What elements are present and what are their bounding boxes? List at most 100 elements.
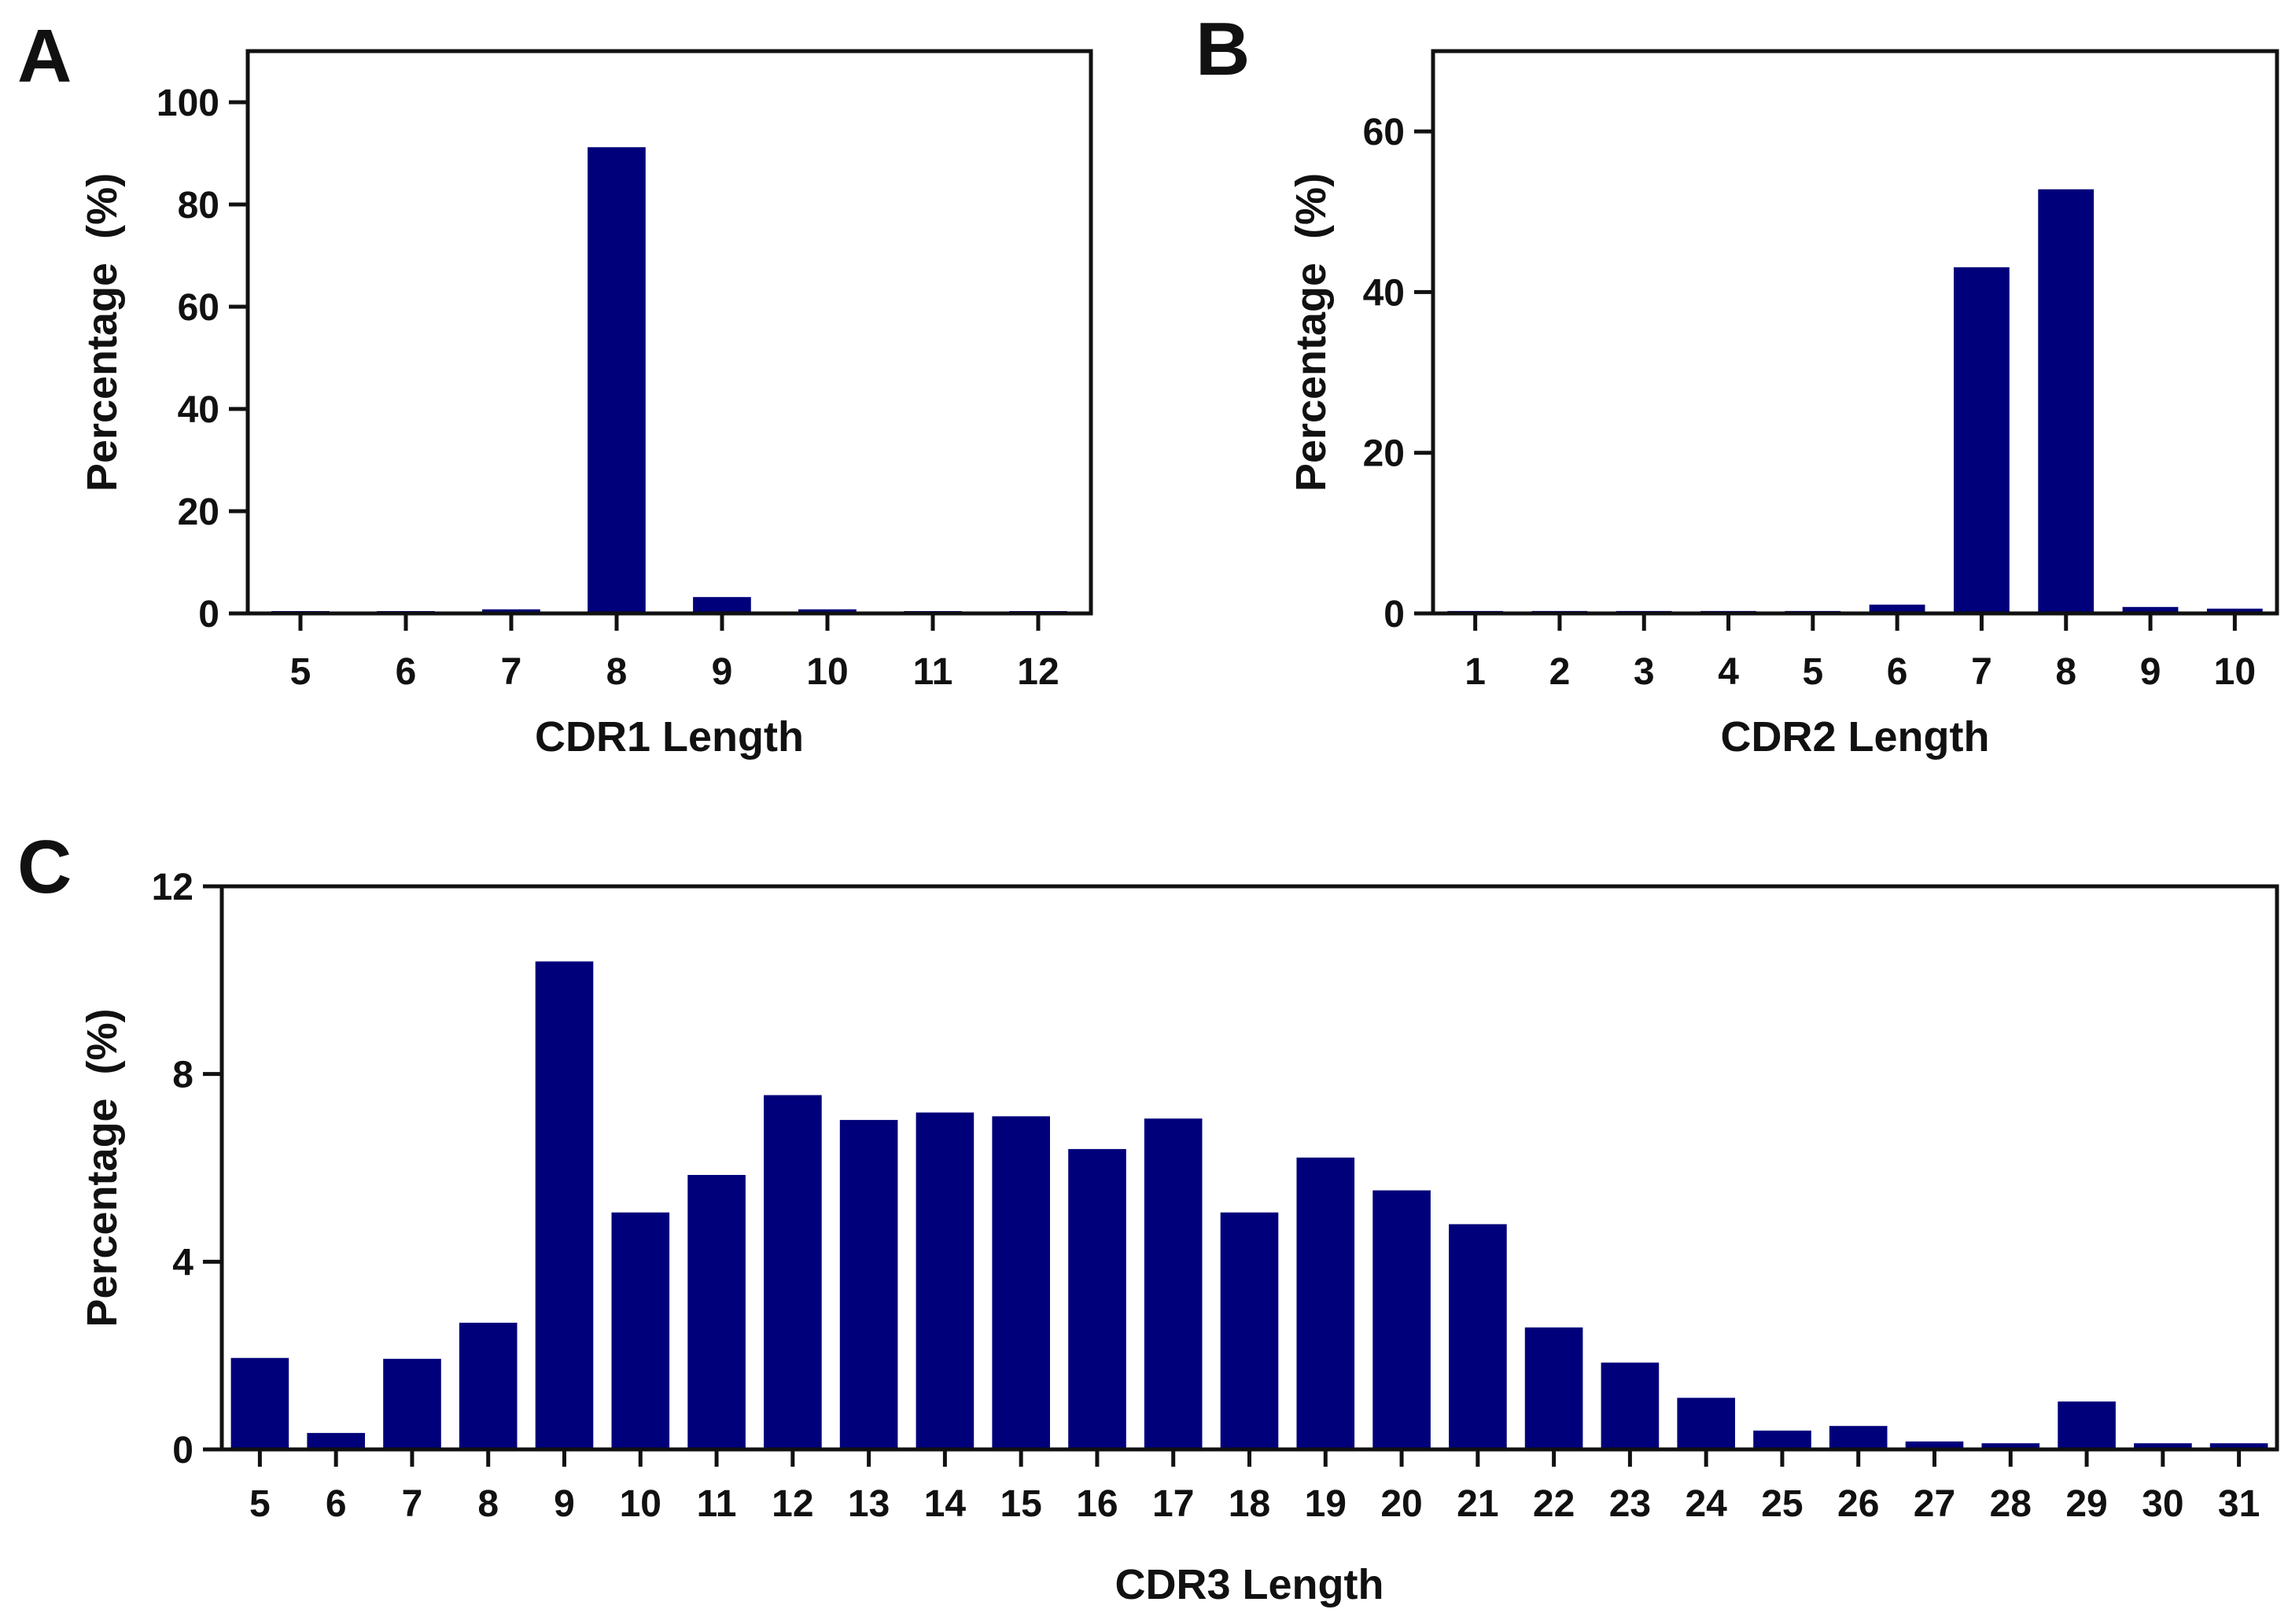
panel-c-bar-22 bbox=[1524, 1327, 1583, 1449]
panel-c-x-tick-label-24: 24 bbox=[1685, 1483, 1727, 1525]
panel-b-bar-6 bbox=[1869, 604, 1925, 613]
panel-c-x-tick-label-17: 17 bbox=[1152, 1483, 1194, 1525]
panel-a-bar-8 bbox=[588, 147, 646, 613]
panel-a-plot-frame bbox=[245, 49, 1093, 616]
panel-a-x-tick-label-8: 8 bbox=[606, 651, 628, 693]
panel-c-bar-9 bbox=[535, 961, 594, 1449]
panel-a-x-tick-label-6: 6 bbox=[396, 651, 417, 693]
panel-c-bar-6 bbox=[307, 1433, 365, 1449]
panel-a-x-axis: 5 6 7 8 9 10 11 12 bbox=[290, 613, 1059, 693]
panel-b-bar-7 bbox=[1954, 267, 2010, 613]
panel-c-x-tick-label-22: 22 bbox=[1533, 1483, 1575, 1525]
panel-a-x-tick-label-12: 12 bbox=[1017, 651, 1059, 693]
panel-c-y-tick-label-4: 4 bbox=[172, 1242, 193, 1283]
panel-c-x-tick-label-30: 30 bbox=[2142, 1483, 2183, 1525]
panel-c-bar-8 bbox=[459, 1322, 518, 1449]
panel-c-bar-27 bbox=[1905, 1441, 1964, 1449]
panel-c-x-tick-label-14: 14 bbox=[924, 1483, 967, 1525]
panel-a-x-tick-label-5: 5 bbox=[290, 651, 311, 693]
panel-b-bar-9 bbox=[2122, 606, 2179, 613]
panel-a-y-tick-label-60: 60 bbox=[178, 287, 219, 329]
panel-c-x-tick-label-16: 16 bbox=[1076, 1483, 1118, 1525]
panel-c-bar-23 bbox=[1601, 1362, 1660, 1449]
panel-b-x-tick-label-1: 1 bbox=[1465, 651, 1486, 693]
panel-a-y-tick-label-40: 40 bbox=[178, 389, 219, 431]
panel-b-x-axis-title: CDR2 Length bbox=[1721, 713, 1990, 760]
panel-c-x-tick-label-29: 29 bbox=[2065, 1483, 2107, 1525]
panel-c-bar-20 bbox=[1372, 1190, 1431, 1449]
panel-b-x-tick-label-9: 9 bbox=[2140, 651, 2161, 693]
panel-c-bars bbox=[230, 961, 2268, 1449]
panel-a-y-tick-label-80: 80 bbox=[178, 185, 219, 226]
panel-b-y-tick-label-20: 20 bbox=[1363, 433, 1405, 475]
panel-c-x-tick-label-21: 21 bbox=[1457, 1483, 1498, 1525]
panel-a-bars bbox=[271, 147, 1067, 613]
panel-c-bar-19 bbox=[1296, 1157, 1355, 1449]
panel-c-x-tick-label-9: 9 bbox=[554, 1483, 575, 1525]
panel-c-x-tick-label-5: 5 bbox=[249, 1483, 271, 1525]
panel-a-y-axis-title: Percentage (%) bbox=[79, 173, 126, 492]
panel-a-bar-10 bbox=[798, 609, 857, 613]
panel-c-y-tick-label-12: 12 bbox=[152, 867, 193, 908]
panel-c-bar-29 bbox=[2058, 1401, 2116, 1449]
panel-c-x-tick-label-7: 7 bbox=[402, 1483, 423, 1525]
panel-c-x-tick-label-6: 6 bbox=[326, 1483, 347, 1525]
panel-c-x-tick-label-11: 11 bbox=[697, 1483, 737, 1525]
panel-c-bar-13 bbox=[839, 1120, 898, 1449]
panel-c-x-axis-title: CDR3 Length bbox=[1115, 1561, 1384, 1608]
panel-a-x-tick-label-9: 9 bbox=[712, 651, 733, 693]
panel-label-b: B bbox=[1196, 7, 1250, 91]
panel-b-x-tick-label-7: 7 bbox=[1971, 651, 1992, 693]
panel-c-bar-7 bbox=[383, 1358, 441, 1449]
panel-c-bar-25 bbox=[1753, 1431, 1811, 1449]
panel-c-y-tick-label-0: 0 bbox=[172, 1430, 193, 1471]
panel-b-y-tick-label-40: 40 bbox=[1363, 272, 1405, 314]
panel-c-bar-16 bbox=[1068, 1149, 1126, 1449]
panel-a-x-tick-label-7: 7 bbox=[501, 651, 522, 693]
panel-c-x-tick-label-27: 27 bbox=[1914, 1483, 1955, 1525]
panel-label-a: A bbox=[17, 14, 72, 98]
panel-c-x-axis: 5 6 7 8 9 10 11 12 13 14 15 16 17 18 19 20 21 22 23 24 25 26 2… bbox=[249, 1449, 2260, 1525]
panel-c-bar-28 bbox=[1981, 1443, 2040, 1449]
panel-c-x-tick-label-31: 31 bbox=[2218, 1483, 2260, 1525]
panel-b: B 0 20 40 60 1 2 3 4 5 6 7 8 9 10 CDR2 Length Percen… bbox=[1196, 7, 2279, 760]
panel-a-x-axis-title: CDR1 Length bbox=[535, 713, 804, 760]
panel-b-bars bbox=[1447, 189, 2263, 613]
panel-b-x-tick-label-2: 2 bbox=[1549, 651, 1571, 693]
panel-b-x-tick-label-5: 5 bbox=[1802, 651, 1823, 693]
panel-a-x-tick-label-10: 10 bbox=[806, 651, 848, 693]
panel-c-x-tick-label-13: 13 bbox=[848, 1483, 890, 1525]
panel-a-y-tick-label-0: 0 bbox=[198, 594, 219, 635]
panel-a: A 0 20 40 60 80 100 5 6 7 8 9 10 11 12 CDR1 Length P… bbox=[17, 14, 1093, 760]
panel-b-x-tick-label-3: 3 bbox=[1634, 651, 1655, 693]
panel-b-x-tick-label-6: 6 bbox=[1887, 651, 1908, 693]
panel-c-x-tick-label-12: 12 bbox=[772, 1483, 813, 1525]
panel-b-plot-frame bbox=[1431, 49, 2279, 616]
panel-label-c: C bbox=[17, 825, 72, 909]
panel-c-x-tick-label-26: 26 bbox=[1837, 1483, 1879, 1525]
panel-a-y-tick-label-20: 20 bbox=[178, 492, 219, 533]
panel-c-bar-10 bbox=[611, 1212, 670, 1449]
panel-b-x-tick-label-10: 10 bbox=[2214, 651, 2256, 693]
panel-b-x-tick-label-4: 4 bbox=[1718, 651, 1739, 693]
panel-c-bar-31 bbox=[2209, 1443, 2268, 1449]
panel-b-bar-10 bbox=[2206, 608, 2263, 613]
panel-c-y-axis: 0 4 8 12 bbox=[152, 867, 222, 1471]
panel-b-y-tick-label-60: 60 bbox=[1363, 112, 1405, 153]
panel-c-x-tick-label-25: 25 bbox=[1761, 1483, 1803, 1525]
panel-b-y-axis-title: Percentage (%) bbox=[1288, 173, 1335, 492]
panel-c-bar-24 bbox=[1677, 1398, 1735, 1449]
panel-c-x-tick-label-10: 10 bbox=[620, 1483, 661, 1525]
panel-c-bar-14 bbox=[916, 1112, 975, 1449]
panel-b-y-axis: 0 20 40 60 bbox=[1363, 112, 1433, 635]
panel-a-x-tick-label-11: 11 bbox=[913, 651, 953, 693]
panel-c-bar-11 bbox=[687, 1175, 746, 1449]
panel-b-bar-8 bbox=[2038, 189, 2095, 613]
panel-c-y-tick-label-8: 8 bbox=[172, 1055, 193, 1096]
panel-a-bar-7 bbox=[482, 609, 540, 613]
panel-a-bar-9 bbox=[693, 597, 751, 613]
panel-c-bar-12 bbox=[764, 1095, 822, 1449]
panel-c-y-axis-title: Percentage (%) bbox=[79, 1008, 126, 1327]
panel-c-bar-21 bbox=[1449, 1224, 1507, 1449]
panel-c-bar-17 bbox=[1144, 1118, 1203, 1449]
